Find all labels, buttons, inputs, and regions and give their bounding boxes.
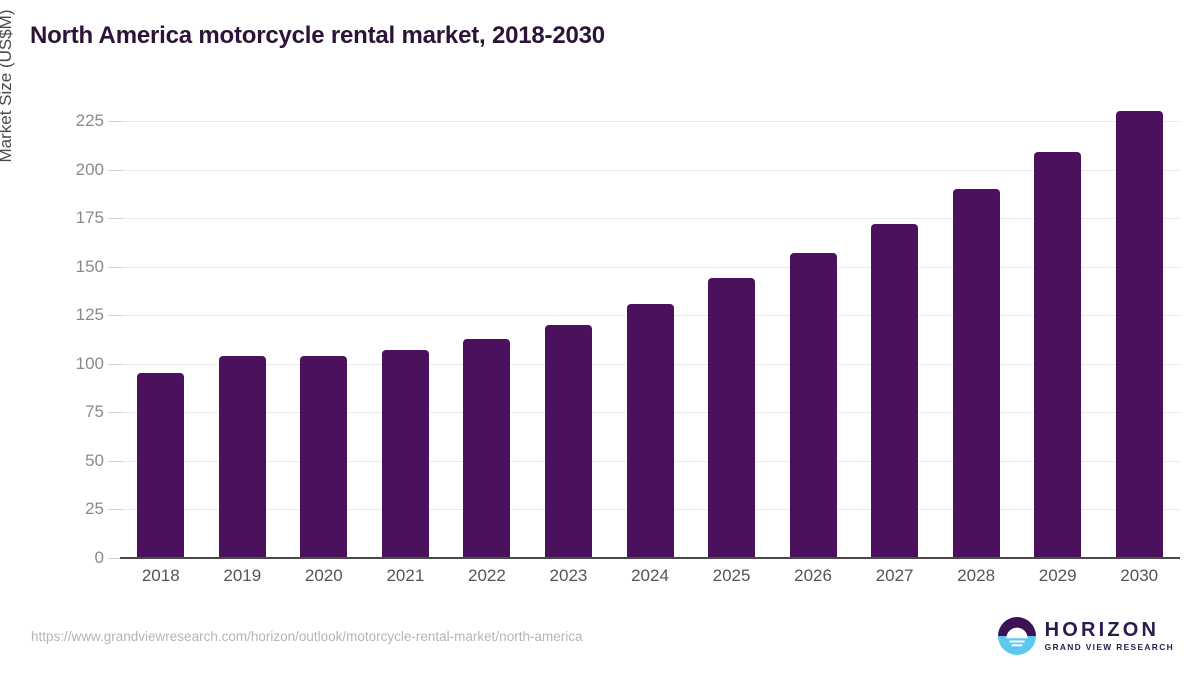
bar[interactable] — [218, 356, 266, 558]
logo-name: HORIZON — [1044, 619, 1160, 642]
bar[interactable] — [871, 223, 919, 558]
y-axis-tick-label: 75 — [85, 402, 104, 422]
y-axis-tick-label: 125 — [75, 305, 104, 325]
bar[interactable] — [626, 303, 674, 558]
x-axis-tick-label: 2027 — [875, 566, 914, 585]
y-axis-tick-mark — [108, 218, 122, 220]
x-axis-tick-label: 2018 — [141, 566, 180, 585]
y-axis-tick-label: 200 — [75, 159, 104, 179]
y-axis-tick-mark — [108, 558, 122, 559]
page-title: North America motorcycle rental market, … — [30, 22, 605, 49]
x-axis-tick-label: 2026 — [794, 566, 832, 585]
y-axis-tick-mark — [108, 121, 122, 122]
y-axis-tick-label: 0 — [94, 548, 104, 567]
source-url[interactable]: https://www.grandviewresearch.com/horizo… — [31, 629, 583, 644]
gridline — [120, 218, 1180, 220]
y-axis-tick-mark — [108, 266, 122, 268]
x-axis-tick-label: 2022 — [468, 566, 506, 585]
plot-area — [120, 111, 1180, 558]
horizon-logo[interactable]: HORIZON GRAND VIEW RESEARCH — [997, 617, 1174, 655]
y-axis-tick-mark — [108, 412, 122, 414]
y-axis-tick-label: 150 — [75, 256, 104, 276]
gridline — [120, 169, 1180, 171]
y-axis-tick-label: 225 — [75, 111, 104, 130]
x-axis-baseline — [120, 557, 1180, 559]
bar[interactable] — [789, 253, 837, 558]
bar[interactable] — [952, 188, 1000, 558]
bar[interactable] — [300, 356, 348, 558]
y-axis-tick-mark — [108, 509, 122, 511]
x-axis-tick-label: 2030 — [1120, 566, 1159, 585]
x-axis-tick-label: 2029 — [1038, 566, 1077, 585]
bar[interactable] — [137, 373, 185, 558]
bar[interactable] — [1034, 152, 1082, 558]
y-axis-tick-mark — [108, 363, 122, 365]
y-axis-tick-mark — [108, 315, 122, 317]
y-axis-tick-label: 175 — [75, 208, 104, 228]
y-axis-title: Market Size (US$M) — [0, 9, 15, 163]
x-axis-tick-label: 2028 — [957, 566, 996, 585]
x-axis-tick-label: 2024 — [631, 566, 669, 585]
bar[interactable] — [463, 338, 511, 558]
y-axis-tick-mark — [108, 460, 122, 462]
x-axis-tick-label: 2020 — [304, 566, 343, 585]
x-axis-tick-label: 2021 — [386, 566, 425, 585]
bar[interactable] — [1115, 111, 1163, 558]
y-axis-tick-label: 50 — [85, 450, 104, 470]
gridline — [120, 266, 1180, 268]
x-axis-tick-label: 2023 — [549, 566, 588, 585]
x-axis-tick-label: 2025 — [712, 566, 751, 585]
y-axis-tick-label: 25 — [85, 499, 104, 519]
y-axis-tick-label: 100 — [75, 353, 104, 373]
bar[interactable] — [544, 324, 592, 558]
x-axis-tick-label: 2019 — [223, 566, 262, 585]
logo-subtitle: GRAND VIEW RESEARCH — [1044, 642, 1174, 653]
gridline — [120, 121, 1180, 122]
bar[interactable] — [381, 350, 429, 558]
horizon-logo-mark — [997, 617, 1036, 655]
bar[interactable] — [708, 278, 756, 558]
horizon-logo-text: HORIZON GRAND VIEW RESEARCH — [1045, 620, 1174, 651]
y-axis-tick-mark — [108, 169, 122, 171]
